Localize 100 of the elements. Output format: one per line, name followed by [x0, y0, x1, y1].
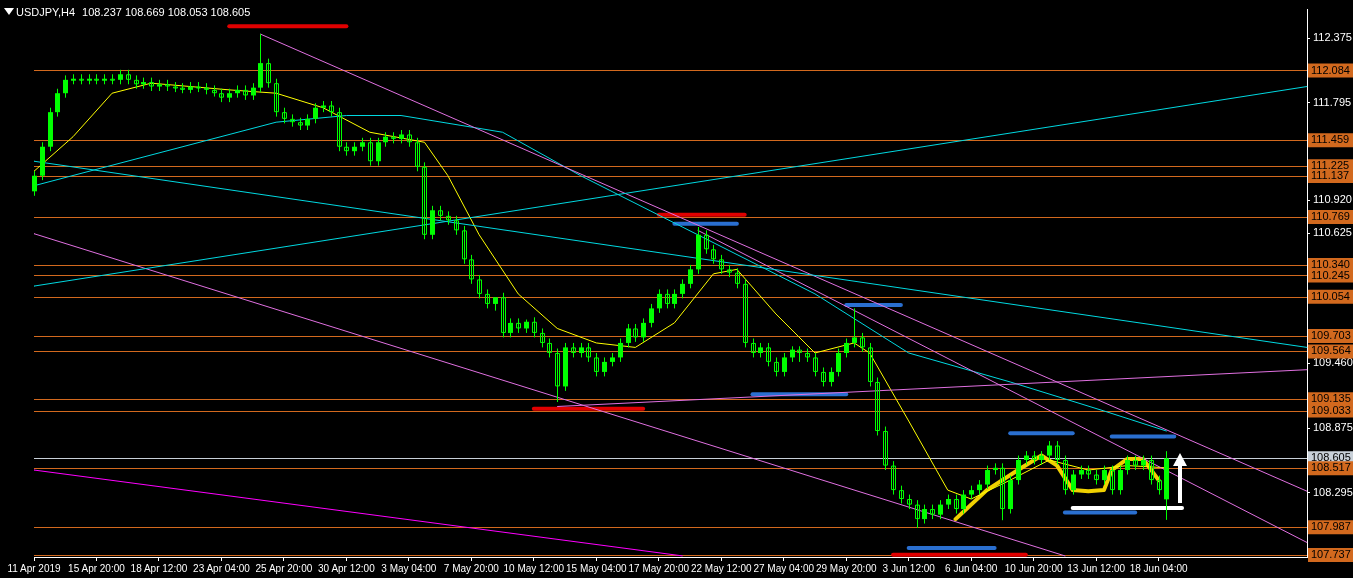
candlestick: [313, 102, 318, 124]
candlestick: [1047, 440, 1052, 461]
candlestick: [134, 74, 139, 90]
candlestick: [586, 342, 591, 363]
candlestick: [883, 426, 888, 471]
candlestick: [376, 137, 381, 167]
candlestick: [446, 210, 451, 226]
candlestick: [1110, 465, 1115, 496]
candlestick: [829, 366, 834, 387]
candlestick: [344, 141, 349, 157]
candlestick: [704, 229, 709, 255]
candlestick: [743, 278, 748, 348]
candlestick: [649, 303, 654, 328]
y-tick-label: 112.375: [1313, 31, 1352, 44]
ref-line-label: 110.769: [1311, 210, 1350, 223]
y-tick-label: 110.625: [1313, 226, 1352, 239]
ref-line-label: 110.054: [1311, 289, 1350, 302]
candlestick: [961, 489, 966, 515]
x-tick-label: 15 May 04:00: [566, 562, 628, 574]
y-tick-label: 111.795: [1313, 95, 1352, 108]
candlestick: [626, 323, 631, 348]
candlestick: [774, 356, 779, 377]
x-tick-label: 18 Jun 04:00: [1129, 562, 1188, 574]
candlestick: [1118, 465, 1123, 496]
y-tick-label: 109.460: [1313, 356, 1353, 369]
ref-line-label: 108.517: [1311, 461, 1351, 474]
ref-line-label: 112.084: [1311, 63, 1350, 76]
x-tick-label: 6 Jun 04:00: [945, 562, 998, 574]
candlestick: [594, 352, 599, 377]
candlestick: [672, 288, 677, 309]
ref-line-label: 111.225: [1311, 159, 1350, 172]
candlestick: [875, 377, 880, 436]
ref-line-label: 110.340: [1311, 257, 1350, 270]
candlestick: [212, 84, 217, 98]
x-tick-label: 15 Apr 20:00: [68, 562, 126, 574]
x-tick-label: 17 May 20:00: [628, 562, 690, 574]
candlestick: [1016, 455, 1021, 486]
x-tick-label: 7 May 20:00: [443, 562, 500, 574]
x-tick-label: 10 Jun 20:00: [1004, 562, 1064, 574]
x-tick-label: 27 May 04:00: [753, 562, 815, 574]
candlestick: [641, 317, 646, 343]
x-tick-label: 29 May 20:00: [815, 562, 877, 574]
candlestick: [836, 348, 841, 377]
candlestick: [915, 499, 920, 529]
x-tick-label: 22 May 12:00: [690, 562, 752, 574]
x-tick-label: 3 Jun 12:00: [882, 562, 936, 574]
x-tick-label: 30 Apr 12:00: [318, 562, 376, 574]
candlestick: [1071, 469, 1076, 496]
candlestick: [711, 244, 716, 265]
candlestick: [1125, 455, 1130, 475]
candlestick: [508, 317, 513, 338]
x-tick-label: 3 May 04:00: [381, 562, 437, 574]
candlestick: [1102, 465, 1107, 486]
candlestick: [1055, 440, 1060, 465]
candlestick: [266, 58, 271, 89]
chart-title: USDJPY,H4: [16, 6, 76, 18]
candlestick: [657, 288, 662, 314]
x-tick-label: 23 Apr 04:00: [193, 562, 251, 574]
candlestick: [422, 161, 427, 240]
candlestick: [782, 352, 787, 377]
candlestick: [766, 342, 771, 367]
candlestick: [891, 460, 896, 496]
candlestick: [665, 288, 670, 309]
candlestick: [32, 170, 37, 197]
x-tick-label: 13 Jun 12:00: [1067, 562, 1126, 574]
ref-line-label: 108.605: [1311, 451, 1351, 464]
chart-subtitle: 108.237 108.669 108.053 108.605: [82, 6, 251, 18]
candlestick: [922, 504, 927, 525]
ref-line-label: 109.564: [1311, 344, 1351, 357]
ref-line-label: 110.245: [1311, 268, 1350, 281]
candlestick: [368, 137, 373, 167]
candlestick: [415, 137, 420, 172]
candlestick: [469, 254, 474, 285]
candlestick: [532, 316, 537, 338]
x-tick-label: 11 Apr 2019: [7, 562, 62, 574]
candlestick: [813, 352, 818, 377]
x-tick-label: 18 Apr 12:00: [130, 562, 188, 574]
candlestick: [993, 462, 998, 475]
ref-line-label: 111.137: [1311, 169, 1350, 182]
candlestick: [852, 307, 857, 348]
candlestick: [274, 78, 279, 118]
x-tick-label: 25 Apr 20:00: [255, 562, 313, 574]
candlestick: [868, 342, 873, 387]
ref-line-label: 109.033: [1311, 403, 1351, 416]
candlestick: [954, 494, 959, 515]
candlestick: [55, 88, 60, 118]
candlestick: [1149, 455, 1154, 486]
x-tick-label: 10 May 12:00: [503, 562, 565, 574]
candlestick: [501, 292, 506, 338]
candlestick: [337, 107, 342, 152]
candlestick: [485, 288, 490, 309]
ref-line-label: 109.703: [1311, 328, 1351, 341]
candlestick: [462, 225, 467, 265]
candlestick: [477, 274, 482, 299]
candlestick: [63, 74, 68, 99]
candlestick: [602, 356, 607, 377]
candlestick: [985, 465, 990, 490]
ref-line-label: 107.987: [1311, 520, 1351, 533]
candlestick: [821, 366, 826, 387]
candlestick: [1000, 462, 1005, 521]
